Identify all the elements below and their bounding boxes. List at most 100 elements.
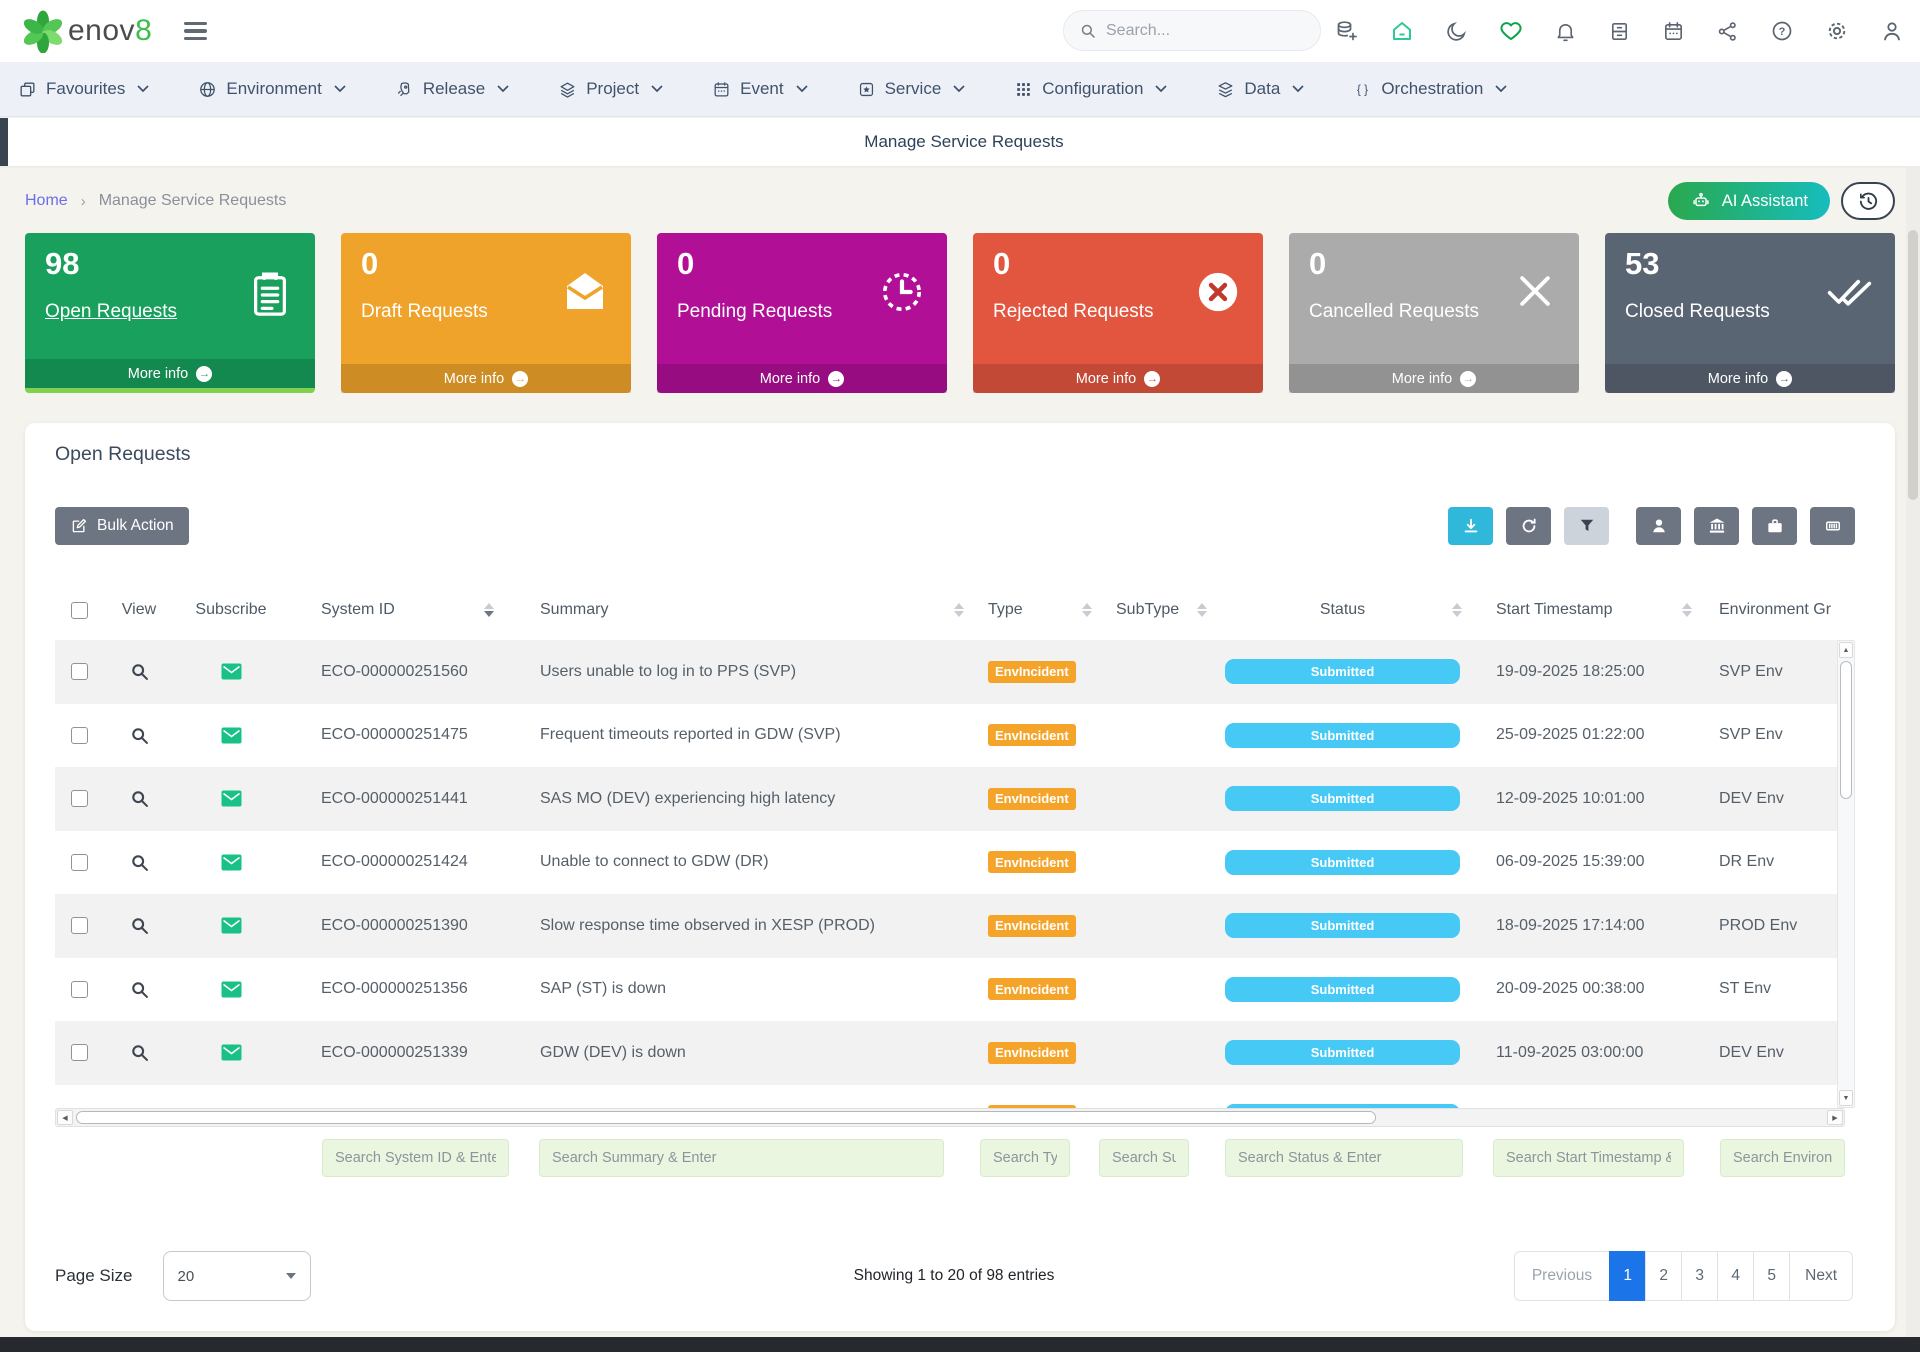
card-pending-requests[interactable]: 0 Pending Requests More info → xyxy=(657,233,947,393)
history-button[interactable] xyxy=(1841,182,1895,220)
card-open-requests[interactable]: 98 Open Requests More info → xyxy=(25,233,315,393)
nav-favourites[interactable]: Favourites xyxy=(18,79,149,99)
page-button-5[interactable]: 5 xyxy=(1753,1251,1791,1301)
search-type-input[interactable] xyxy=(980,1139,1070,1177)
next-page-button[interactable]: Next xyxy=(1789,1251,1853,1301)
subscribe-button[interactable] xyxy=(221,981,242,998)
subscribe-button[interactable] xyxy=(221,917,242,934)
bell-icon[interactable] xyxy=(1554,20,1577,43)
sort-arrows[interactable] xyxy=(1452,603,1462,617)
subscribe-button[interactable] xyxy=(221,790,242,807)
share-icon[interactable] xyxy=(1716,20,1739,43)
card-draft-requests[interactable]: 0 Draft Requests More info → xyxy=(341,233,631,393)
nav-project[interactable]: Project xyxy=(558,79,663,99)
nav-release[interactable]: Release xyxy=(395,79,509,99)
column-subtype[interactable]: SubType xyxy=(1100,580,1215,640)
page-scrollbar[interactable] xyxy=(1906,166,1920,1337)
database-add-icon[interactable] xyxy=(1335,19,1359,43)
page-button-2[interactable]: 2 xyxy=(1645,1251,1683,1301)
column-environment-group[interactable]: Environment Gr xyxy=(1700,580,1845,640)
subscribe-button[interactable] xyxy=(221,727,242,744)
row-checkbox[interactable] xyxy=(70,1044,88,1062)
card-more-info[interactable]: More info → xyxy=(341,364,631,393)
horizontal-scroll-thumb[interactable] xyxy=(76,1111,1376,1124)
archive-icon[interactable] xyxy=(1608,20,1631,43)
subscribe-button[interactable] xyxy=(221,663,242,680)
view-button[interactable] xyxy=(129,852,150,873)
row-checkbox[interactable] xyxy=(70,980,88,998)
refresh-icon[interactable] xyxy=(1506,507,1551,545)
page-button-1[interactable]: 1 xyxy=(1609,1251,1647,1301)
row-checkbox[interactable] xyxy=(70,917,88,935)
page-button-4[interactable]: 4 xyxy=(1717,1251,1755,1301)
gear-icon[interactable] xyxy=(1825,19,1849,43)
scroll-right-icon[interactable]: ▶ xyxy=(1827,1110,1843,1125)
sort-arrows[interactable] xyxy=(1197,603,1207,617)
card-closed-requests[interactable]: 53 Closed Requests More info → xyxy=(1605,233,1895,393)
global-search[interactable] xyxy=(1063,10,1321,51)
search-subtype-input[interactable] xyxy=(1099,1139,1189,1177)
table-horizontal-scrollbar[interactable]: ◀ ▶ xyxy=(55,1108,1845,1127)
select-all-checkbox[interactable] xyxy=(70,601,88,619)
nav-event[interactable]: Event xyxy=(712,79,808,99)
user-icon[interactable] xyxy=(1880,19,1904,43)
search-system-id-input[interactable] xyxy=(322,1139,509,1177)
row-checkbox[interactable] xyxy=(70,726,88,744)
card-more-info[interactable]: More info → xyxy=(25,359,315,388)
nav-orchestration[interactable]: { } Orchestration xyxy=(1353,79,1507,99)
column-start-timestamp[interactable]: Start Timestamp xyxy=(1470,580,1700,640)
view-button[interactable] xyxy=(129,1042,150,1063)
search-status-input[interactable] xyxy=(1225,1139,1463,1177)
card-label[interactable]: Open Requests xyxy=(45,301,178,322)
moon-icon[interactable] xyxy=(1445,20,1468,43)
download-icon[interactable] xyxy=(1448,507,1493,545)
briefcase-icon[interactable] xyxy=(1752,507,1797,545)
sort-arrows[interactable] xyxy=(1082,603,1092,617)
scroll-left-icon[interactable]: ◀ xyxy=(57,1110,73,1125)
nav-configuration[interactable]: Configuration xyxy=(1014,79,1168,99)
menu-toggle-icon[interactable] xyxy=(184,22,208,40)
bank-icon[interactable] xyxy=(1694,507,1739,545)
search-summary-input[interactable] xyxy=(539,1139,944,1177)
page-size-select[interactable]: 20 xyxy=(162,1251,311,1301)
scroll-down-icon[interactable]: ▼ xyxy=(1839,1090,1853,1106)
subscribe-button[interactable] xyxy=(221,1044,242,1061)
sort-arrows[interactable] xyxy=(484,603,494,617)
home-icon[interactable] xyxy=(1390,19,1414,43)
bulk-action-button[interactable]: Bulk Action xyxy=(55,507,189,545)
column-view[interactable]: View xyxy=(103,580,175,640)
card-cancelled-requests[interactable]: 0 Cancelled Requests More info → xyxy=(1289,233,1579,393)
view-button[interactable] xyxy=(129,725,150,746)
help-icon[interactable]: ? xyxy=(1770,19,1794,43)
enov8-logo[interactable]: enov8 xyxy=(22,9,152,53)
heart-icon[interactable] xyxy=(1499,19,1523,43)
scroll-up-icon[interactable]: ▲ xyxy=(1839,642,1853,658)
view-button[interactable] xyxy=(129,915,150,936)
card-rejected-requests[interactable]: 0 Rejected Requests More info → xyxy=(973,233,1263,393)
nav-data[interactable]: Data xyxy=(1216,79,1304,99)
row-checkbox[interactable] xyxy=(70,663,88,681)
previous-page-button[interactable]: Previous xyxy=(1513,1251,1611,1301)
row-checkbox[interactable] xyxy=(70,790,88,808)
page-scroll-thumb[interactable] xyxy=(1908,230,1918,500)
sort-arrows[interactable] xyxy=(1682,603,1692,617)
search-input[interactable] xyxy=(1106,21,1286,40)
column-status[interactable]: Status xyxy=(1215,580,1470,640)
row-checkbox[interactable] xyxy=(70,853,88,871)
view-button[interactable] xyxy=(129,661,150,682)
card-more-info[interactable]: More info → xyxy=(1605,364,1895,393)
column-system-id[interactable]: System ID xyxy=(287,580,502,640)
view-button[interactable] xyxy=(129,788,150,809)
breadcrumb-home-link[interactable]: Home xyxy=(25,192,68,209)
card-more-info[interactable]: More info → xyxy=(1289,364,1579,393)
column-type[interactable]: Type xyxy=(972,580,1100,640)
calendar-icon[interactable] xyxy=(1662,20,1685,43)
nav-service[interactable]: Service xyxy=(857,79,966,99)
filter-icon[interactable] xyxy=(1564,507,1609,545)
card-more-info[interactable]: More info → xyxy=(657,364,947,393)
subscribe-button[interactable] xyxy=(221,854,242,871)
search-start-timestamp-input[interactable] xyxy=(1493,1139,1684,1177)
ai-assistant-button[interactable]: AI Assistant xyxy=(1667,182,1830,220)
nav-environment[interactable]: Environment xyxy=(198,79,346,99)
card-more-info[interactable]: More info → xyxy=(973,364,1263,393)
